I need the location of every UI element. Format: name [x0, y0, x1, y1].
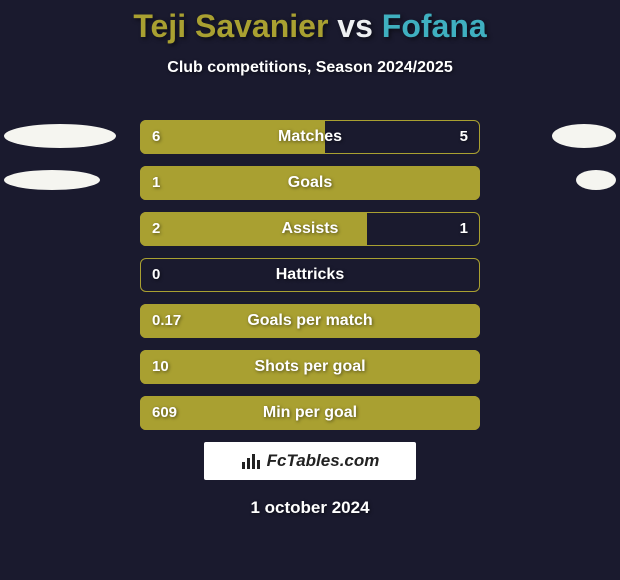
comparison-title: Teji Savanier vs Fofana	[0, 0, 620, 45]
stat-value-left: 2	[152, 212, 160, 246]
stat-label: Hattricks	[140, 258, 480, 292]
ellipse-left	[4, 124, 116, 148]
stat-value-left: 0.17	[152, 304, 181, 338]
stat-value-left: 609	[152, 396, 177, 430]
subtitle: Club competitions, Season 2024/2025	[0, 59, 620, 77]
stat-label: Goals	[140, 166, 480, 200]
stat-label: Shots per goal	[140, 350, 480, 384]
player1-name: Teji Savanier	[133, 8, 328, 44]
stat-row: Goals per match0.17	[0, 304, 620, 338]
bars-icon	[241, 452, 263, 470]
bar-wrap: Min per goal609	[140, 396, 480, 430]
stat-label: Assists	[140, 212, 480, 246]
bar-wrap: Hattricks0	[140, 258, 480, 292]
ellipse-right	[552, 124, 616, 148]
stat-row: Min per goal609	[0, 396, 620, 430]
bar-wrap: Matches6 5	[140, 120, 480, 154]
ellipse-right	[576, 170, 616, 190]
logo-text: FcTables.com	[267, 451, 380, 471]
stat-row: Shots per goal10	[0, 350, 620, 384]
stat-value-left: 6	[152, 120, 160, 154]
stat-value-left: 1	[152, 166, 160, 200]
stat-label: Goals per match	[140, 304, 480, 338]
stat-row: Goals1	[0, 166, 620, 200]
stats-area: Matches65Goals1Assists21Hattricks0Goals …	[0, 120, 620, 442]
date-text: 1 october 2024	[0, 498, 620, 518]
vs-label: vs	[337, 8, 373, 44]
player2-name: Fofana	[382, 8, 487, 44]
bar-wrap: Assists2 1	[140, 212, 480, 246]
bar-wrap: Shots per goal10	[140, 350, 480, 384]
bar-wrap: Goals1	[140, 166, 480, 200]
stat-row: Assists2 1	[0, 212, 620, 246]
stat-value-right: 1	[460, 212, 468, 246]
fctables-logo: FcTables.com	[204, 442, 416, 480]
stat-label: Matches	[140, 120, 480, 154]
stat-value-left: 10	[152, 350, 169, 384]
stat-row: Matches6 5	[0, 120, 620, 154]
bar-wrap: Goals per match0.17	[140, 304, 480, 338]
stat-value-left: 0	[152, 258, 160, 292]
stat-label: Min per goal	[140, 396, 480, 430]
stat-value-right: 5	[460, 120, 468, 154]
ellipse-left	[4, 170, 100, 190]
stat-row: Hattricks0	[0, 258, 620, 292]
